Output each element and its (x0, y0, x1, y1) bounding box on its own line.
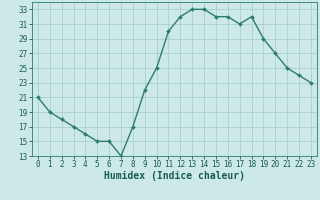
X-axis label: Humidex (Indice chaleur): Humidex (Indice chaleur) (104, 171, 245, 181)
